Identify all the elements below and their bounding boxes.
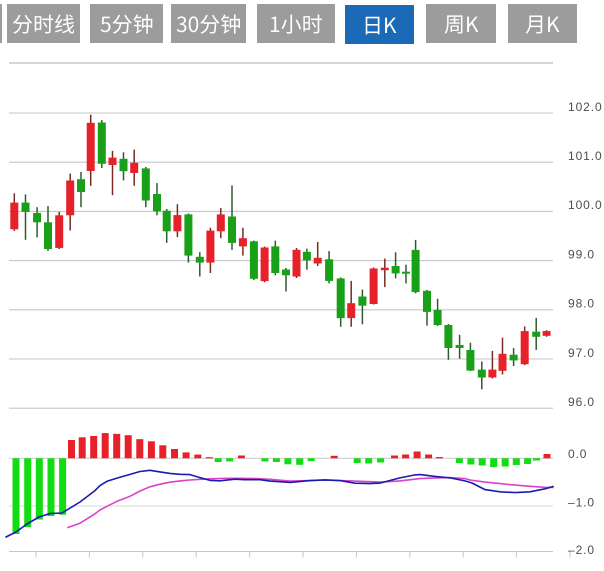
svg-text:–1.0: –1.0 <box>568 495 595 509</box>
svg-text:100.0: 100.0 <box>568 198 603 212</box>
svg-text:0.0: 0.0 <box>568 447 587 461</box>
svg-text:96.0: 96.0 <box>568 395 595 409</box>
svg-text:–2.0: –2.0 <box>568 543 595 557</box>
svg-text:99.0: 99.0 <box>568 247 595 261</box>
svg-text:98.0: 98.0 <box>568 297 595 311</box>
svg-text:97.0: 97.0 <box>568 346 595 360</box>
svg-text:101.0: 101.0 <box>568 149 603 163</box>
svg-text:102.0: 102.0 <box>568 100 603 114</box>
